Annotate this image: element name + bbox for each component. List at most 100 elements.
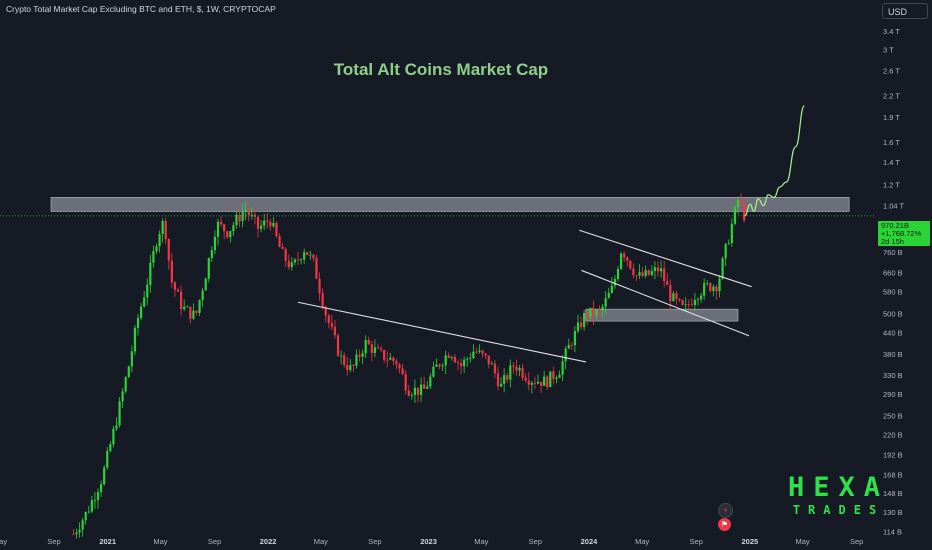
candle-body-185 (641, 272, 644, 277)
candle-body-194 (669, 285, 672, 302)
candle-body-111 (413, 387, 417, 396)
candle-body-37 (186, 306, 189, 308)
candle-body-172 (601, 306, 604, 311)
y-tick-label-21: 168 B (883, 470, 903, 479)
y-tick-label-23: 130 B (883, 508, 903, 517)
candle-body-23 (143, 297, 146, 307)
candle-body-207 (709, 283, 712, 292)
candle-body-77 (309, 254, 312, 256)
candle-body-62 (263, 220, 266, 226)
currency-button[interactable]: USD (882, 3, 928, 19)
candle-body-192 (663, 268, 666, 282)
candle-body-20 (133, 327, 137, 352)
candle-body-160 (564, 348, 567, 362)
y-tick-label-10: 760 B (883, 248, 903, 257)
candle-body-119 (438, 364, 441, 367)
candle-body-202 (693, 299, 697, 305)
candle-body-100 (379, 348, 383, 350)
candle-body-33 (173, 282, 177, 290)
candle-body-146 (521, 367, 524, 378)
x-tick-label-7: Sep (368, 537, 381, 546)
candle-body-73 (296, 259, 300, 261)
x-tick-label-4: Sep (208, 537, 221, 546)
candle-body-95 (364, 339, 367, 354)
candle-body-41 (198, 299, 201, 313)
candle-body-125 (456, 362, 460, 364)
y-tick-label-7: 1.4 T (883, 158, 900, 167)
candle-body-68 (281, 247, 284, 250)
candle-body-197 (678, 298, 681, 301)
y-tick-label-9: 1.04 T (883, 202, 905, 211)
y-tick-label-16: 330 B (883, 371, 903, 380)
candle-body-35 (179, 291, 183, 310)
candle-body-149 (530, 382, 533, 385)
candle-body-123 (450, 357, 453, 358)
y-tick-label-3: 2.6 T (883, 67, 900, 76)
candle-body-148 (527, 380, 530, 385)
y-tick-label-18: 250 B (883, 412, 903, 421)
candle-body-91 (352, 365, 355, 366)
candle-body-175 (610, 285, 613, 293)
candle-body-161 (567, 344, 570, 349)
candle-body-159 (561, 361, 564, 375)
candle-body-118 (435, 364, 438, 367)
candle-body-187 (647, 270, 650, 275)
x-tick-label-14: 2025 (742, 537, 759, 546)
candle-body-4 (84, 512, 87, 521)
candle-body-128 (466, 358, 469, 360)
candle-body-34 (176, 289, 180, 292)
x-tick-label-11: 2024 (581, 537, 599, 546)
candle-body-49 (223, 224, 226, 232)
candle-body-16 (121, 391, 124, 402)
candle-body-70 (287, 260, 290, 268)
y-tick-label-2: 3 T (883, 46, 894, 55)
y-tick-label-1: 3.4 T (883, 27, 900, 36)
candle-body-126 (459, 363, 463, 367)
candle-body-132 (478, 350, 481, 352)
candle-body-167 (586, 313, 589, 317)
projection-path (744, 105, 805, 217)
resistance-zone-1 (50, 196, 850, 212)
candle-body-102 (386, 359, 389, 361)
candle-body-176 (613, 278, 617, 286)
candle-body-169 (592, 307, 595, 317)
candle-body-150 (533, 382, 537, 384)
candle-body-204 (699, 295, 703, 300)
price-change: +1,768.72% (881, 229, 922, 238)
flag-icon[interactable]: ⚑ (718, 518, 731, 531)
candle-body-12 (109, 444, 112, 452)
candle-body-59 (253, 214, 257, 217)
candle-body-6 (90, 500, 93, 512)
candle-body-112 (416, 387, 420, 395)
candle-body-40 (195, 310, 198, 313)
candle-body-191 (659, 268, 663, 272)
candle-body-147 (524, 377, 527, 381)
candle-body-53 (235, 214, 238, 226)
candle-body-2 (78, 529, 81, 533)
candle-body-140 (503, 375, 506, 384)
candle-body-17 (124, 377, 127, 392)
price-axis[interactable]: 4 T3.4 T3 T2.6 T2.2 T1.9 T1.6 T1.4 T1.2 … (883, 3, 905, 536)
candle-body-151 (536, 381, 540, 384)
candle-body-135 (487, 355, 490, 365)
time-axis[interactable]: May Sep 2021 May Sep 2022 May Sep 2023 May Sep 2024… (0, 537, 863, 546)
candle-body-88 (343, 355, 346, 365)
x-tick-label-2: 2021 (99, 537, 116, 546)
candle-body-162 (570, 344, 573, 346)
candle-body-46 (213, 236, 217, 251)
candle-body-11 (106, 451, 109, 468)
candle-body-42 (201, 290, 204, 300)
candle-body-206 (706, 283, 709, 284)
candle-body-50 (226, 231, 229, 238)
candle-body-104 (392, 357, 395, 362)
candle-body-120 (441, 365, 444, 367)
candle-body-141 (506, 375, 509, 380)
candle-body-39 (192, 310, 195, 319)
candle-body-64 (269, 221, 272, 227)
candle-body-83 (327, 315, 330, 323)
candle-body-107 (401, 368, 404, 375)
candle-body-155 (549, 371, 552, 388)
price-value: 970.21B (881, 221, 909, 230)
lightning-bolt-icon[interactable]: ⚡ (718, 503, 733, 518)
